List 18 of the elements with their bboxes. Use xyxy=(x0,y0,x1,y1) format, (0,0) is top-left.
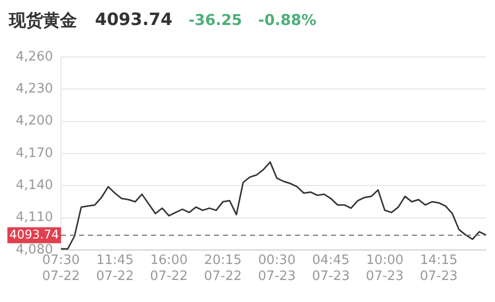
text: 4093.74 xyxy=(95,10,172,30)
x-tick-label: 20:15 07-22 xyxy=(204,253,242,284)
ref-line-label: 4093.74 xyxy=(9,227,59,242)
y-tick-label: 4,140 xyxy=(16,178,53,194)
x-tick-label: 04:45 07-23 xyxy=(312,253,350,284)
text: -0.88% xyxy=(258,11,316,29)
y-tick-label: 4,200 xyxy=(16,114,53,129)
y-tick-label: 4,110 xyxy=(16,210,53,226)
y-tick-label: 4,230 xyxy=(16,82,53,97)
x-tick-label: 11:45 07-22 xyxy=(96,253,134,284)
y-tick-label: 4,170 xyxy=(16,146,53,161)
x-tick-label: 10:00 07-23 xyxy=(366,253,404,284)
y-tick-label: 4,260 xyxy=(16,49,53,64)
x-tick-label: 00:30 07-23 xyxy=(258,253,296,284)
x-tick-label: 14:15 07-23 xyxy=(420,253,458,284)
x-tick-label: 16:00 07-22 xyxy=(150,253,188,284)
text: -36.25 xyxy=(188,11,242,29)
chart-title: 现货黄金 xyxy=(9,10,77,32)
